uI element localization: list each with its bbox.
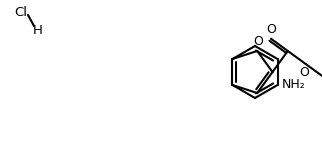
Text: H: H — [33, 24, 43, 38]
Text: O: O — [300, 66, 309, 79]
Text: Cl: Cl — [14, 6, 27, 20]
Text: NH₂: NH₂ — [281, 78, 305, 92]
Text: O: O — [266, 23, 276, 36]
Text: O: O — [253, 35, 263, 48]
